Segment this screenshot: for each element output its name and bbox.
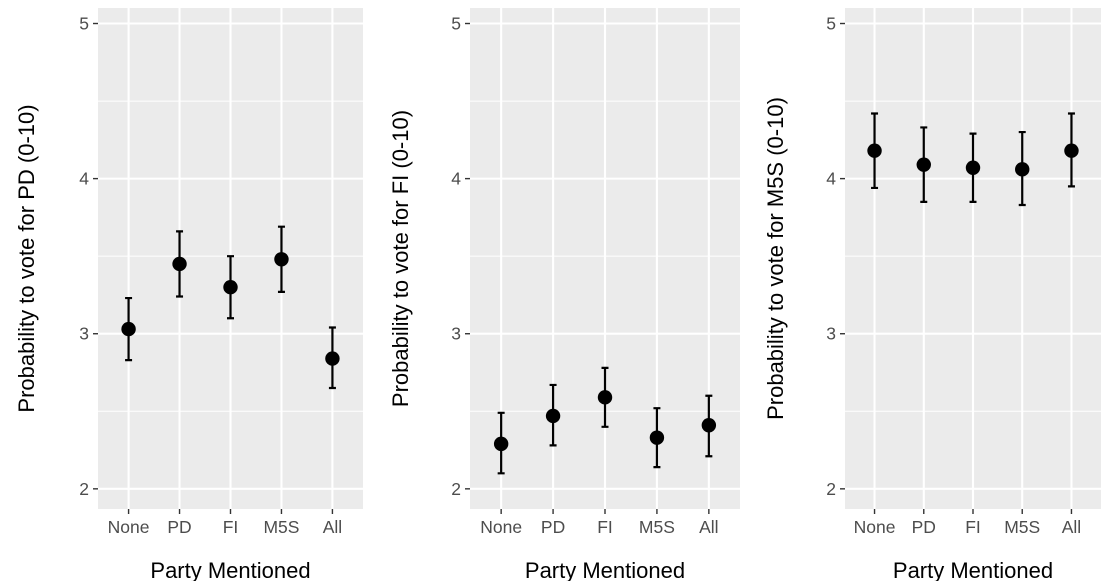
data-point bbox=[701, 418, 717, 433]
data-point bbox=[274, 252, 289, 267]
x-tick-label: All bbox=[1062, 517, 1081, 537]
x-tick-label: FI bbox=[597, 517, 613, 537]
x-tick-label: PD bbox=[167, 517, 191, 537]
x-tick-label: PD bbox=[912, 517, 936, 537]
x-tick-label: FI bbox=[223, 517, 239, 537]
x-tick-label: FI bbox=[965, 517, 981, 537]
y-axis-title: Probability to vote for FI (0-10) bbox=[388, 110, 413, 407]
data-point bbox=[597, 390, 613, 405]
x-tick-label: M5S bbox=[1004, 517, 1040, 537]
y-tick-label: 3 bbox=[451, 324, 461, 344]
y-tick-label: 2 bbox=[826, 479, 836, 499]
y-axis-title: Probability to vote for PD (0-10) bbox=[14, 104, 39, 412]
data-point bbox=[916, 157, 931, 172]
y-tick-label: 3 bbox=[79, 324, 89, 344]
x-axis-title: Party Mentioned bbox=[150, 558, 310, 581]
x-axis-title: Party Mentioned bbox=[525, 558, 685, 581]
data-point bbox=[325, 351, 340, 366]
panel-1: 2 3 4 5 None PD FI M5S All Party Mentioned Probabi… bbox=[14, 8, 363, 581]
y-axis-title: Probability to vote for M5S (0-10) bbox=[763, 97, 788, 420]
data-point bbox=[1015, 162, 1030, 177]
x-tick-label: M5S bbox=[639, 517, 675, 537]
data-point bbox=[223, 279, 238, 295]
y-tick-label: 5 bbox=[451, 14, 461, 34]
panel-2: 2 3 4 5 None PD FI M5S All Party Mentioned Probabi… bbox=[388, 8, 740, 581]
data-point bbox=[493, 436, 509, 452]
x-tick-label: M5S bbox=[263, 517, 299, 537]
y-tick-label: 3 bbox=[826, 324, 836, 344]
data-point bbox=[1064, 143, 1079, 158]
data-point bbox=[649, 430, 665, 445]
data-point bbox=[867, 143, 882, 158]
y-tick-label: 5 bbox=[79, 14, 89, 34]
data-point bbox=[121, 321, 136, 337]
x-tick-label: All bbox=[699, 517, 718, 537]
panel-3: 2 3 4 5 None PD FI M5S All Party Mentioned Probabi… bbox=[763, 8, 1101, 581]
x-tick-label: None bbox=[108, 517, 150, 537]
y-tick-label: 5 bbox=[826, 14, 836, 34]
x-tick-label: PD bbox=[541, 517, 565, 537]
data-point bbox=[965, 160, 981, 175]
data-point bbox=[172, 256, 187, 272]
x-axis-title: Party Mentioned bbox=[893, 558, 1053, 581]
y-tick-label: 2 bbox=[451, 479, 461, 499]
y-tick-label: 4 bbox=[79, 169, 89, 189]
y-tick-label: 4 bbox=[451, 169, 461, 189]
x-tick-label: None bbox=[480, 517, 522, 537]
data-point bbox=[545, 408, 561, 424]
x-tick-label: None bbox=[854, 517, 896, 537]
y-tick-label: 2 bbox=[79, 479, 89, 499]
y-tick-label: 4 bbox=[826, 169, 836, 189]
x-tick-label: All bbox=[323, 517, 342, 537]
